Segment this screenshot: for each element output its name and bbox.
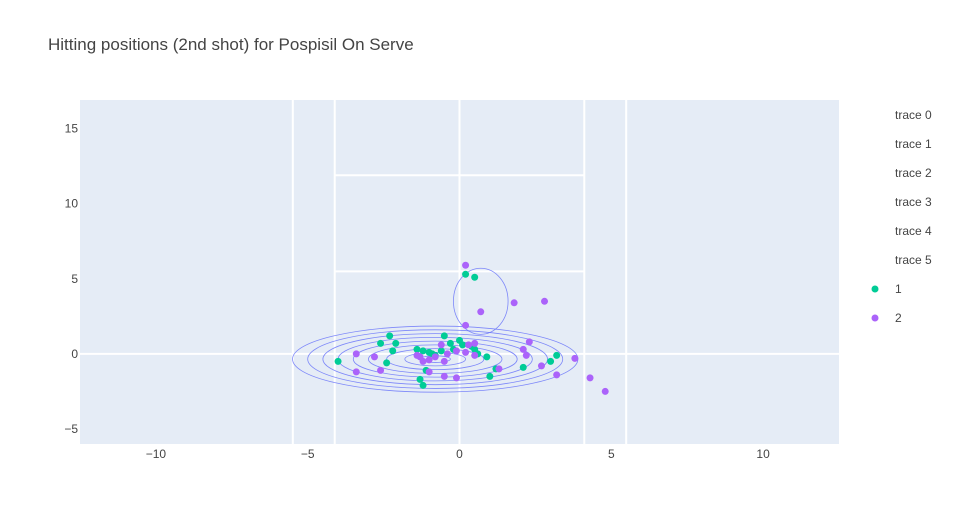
legend-item-trace-2[interactable]: trace 2 [895, 166, 932, 180]
point-series-1-0 [462, 270, 470, 278]
point-series-2-0 [462, 261, 470, 269]
point-series-2-13 [352, 350, 360, 358]
point-series-2-21 [437, 341, 445, 349]
y-tick-label: 10 [65, 197, 79, 211]
contour-level-5 [368, 344, 503, 374]
legend-item-trace-4[interactable]: trace 4 [895, 224, 932, 238]
point-series-2-15 [370, 353, 378, 361]
legend[interactable]: trace 0 trace 1 trace 2 trace 3 trace 4 trace… [871, 108, 933, 325]
point-series-1-15 [459, 341, 467, 349]
point-series-1-7 [413, 345, 421, 353]
contour-level-1 [307, 329, 564, 389]
legend-label: trace 0 [895, 108, 932, 122]
y-tick-label: −5 [64, 422, 78, 436]
legend-label: trace 1 [895, 137, 932, 151]
point-series-2-2 [541, 297, 549, 305]
legend-item-1[interactable]: 1 [871, 282, 903, 296]
point-series-1-21 [416, 375, 424, 383]
x-tick-label: 10 [756, 447, 770, 461]
point-series-2-7 [522, 351, 530, 359]
point-series-2-19 [425, 356, 433, 364]
point-series-1-25 [486, 372, 494, 380]
point-series-1-11 [437, 347, 445, 355]
x-tick-label: 0 [456, 447, 463, 461]
legend-item-trace-1[interactable]: trace 1 [895, 137, 932, 151]
point-series-2-14 [352, 368, 360, 376]
point-series-1-23 [383, 359, 391, 367]
point-series-1-1 [471, 273, 479, 281]
point-series-2-20 [431, 353, 439, 361]
legend-label: 2 [895, 311, 902, 325]
legend-item-trace-3[interactable]: trace 3 [895, 195, 932, 209]
point-series-2-32 [471, 351, 479, 359]
point-series-1-8 [419, 347, 427, 355]
point-series-2-28 [425, 368, 433, 376]
point-series-2-24 [465, 341, 473, 349]
court-lines [80, 100, 839, 444]
legend-label: trace 5 [895, 253, 932, 267]
point-series-2-27 [440, 357, 448, 365]
legend-marker [871, 285, 879, 293]
x-tick-label: −5 [301, 447, 315, 461]
point-series-2-16 [377, 366, 385, 374]
point-series-1-29 [553, 351, 561, 359]
legend-label: trace 2 [895, 166, 932, 180]
point-series-1-27 [519, 363, 527, 371]
point-series-2-23 [452, 347, 460, 355]
point-series-2-3 [477, 308, 485, 316]
point-series-2-22 [443, 350, 451, 358]
legend-label: 1 [895, 282, 902, 296]
point-series-2-31 [495, 365, 503, 373]
point-series-1-4 [377, 339, 385, 347]
contour-level-2 [322, 333, 548, 386]
point-series-2-4 [462, 321, 470, 329]
point-series-1-22 [419, 381, 427, 389]
x-tick-label: −10 [146, 447, 167, 461]
x-tick-label: 5 [608, 447, 615, 461]
x-axis-ticks: −10 −5 0 5 10 [146, 447, 770, 461]
contour-lobe [453, 267, 509, 335]
point-series-2-8 [537, 362, 545, 370]
legend-label: trace 4 [895, 224, 932, 238]
point-series-2-6 [519, 345, 527, 353]
point-series-1-19 [483, 353, 491, 361]
data-points [334, 261, 609, 395]
point-series-1-6 [389, 347, 397, 355]
point-series-2-12 [601, 387, 609, 395]
legend-item-2[interactable]: 2 [871, 311, 903, 325]
y-tick-label: 15 [65, 122, 79, 136]
point-series-1-5 [392, 339, 400, 347]
point-series-2-25 [471, 339, 479, 347]
point-series-2-29 [440, 372, 448, 380]
point-series-2-11 [586, 374, 594, 382]
contour-level-6 [386, 348, 485, 371]
point-series-2-10 [571, 354, 579, 362]
chart-title: Hitting positions (2nd shot) for Pospisi… [48, 35, 414, 54]
point-series-1-12 [440, 332, 448, 340]
point-series-2-26 [462, 348, 470, 356]
point-series-2-5 [525, 338, 533, 346]
y-axis-ticks: −5 0 5 10 15 [64, 122, 78, 436]
point-series-2-30 [452, 374, 460, 382]
contour-level-4 [352, 340, 518, 378]
y-tick-label: 5 [71, 272, 78, 286]
point-series-2-1 [510, 299, 518, 307]
point-series-2-33 [416, 353, 424, 361]
point-series-1-28 [547, 357, 555, 365]
point-series-2-9 [553, 371, 561, 379]
y-tick-label: 0 [71, 347, 78, 361]
legend-label: trace 3 [895, 195, 932, 209]
point-series-1-13 [446, 339, 454, 347]
legend-item-trace-0[interactable]: trace 0 [895, 108, 932, 122]
point-series-1-3 [386, 332, 394, 340]
legend-marker [871, 314, 879, 322]
point-series-1-2 [334, 357, 342, 365]
legend-item-trace-5[interactable]: trace 5 [895, 253, 932, 267]
